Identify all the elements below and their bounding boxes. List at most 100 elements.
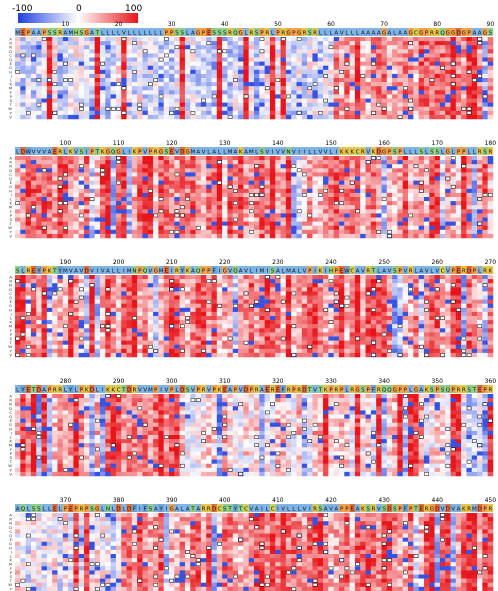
heatmap-cell [30, 90, 37, 95]
heatmap-cell [142, 299, 149, 304]
heatmap-cell [466, 225, 473, 231]
heatmap-cell [169, 188, 175, 194]
heatmap-cell [413, 90, 419, 95]
heatmap-cell [30, 164, 37, 169]
heatmap-cell [36, 176, 42, 181]
heatmap-cell [264, 233, 271, 239]
heatmap-cell [471, 172, 478, 177]
heatmap-cell [392, 82, 398, 87]
sequence-residue-label: S [308, 30, 312, 36]
heatmap-cell [285, 205, 292, 210]
row-label: L [10, 316, 13, 321]
heatmap-cell [301, 213, 308, 218]
sequence-residue-label: P [398, 149, 402, 155]
heatmap-cell [487, 94, 494, 99]
heatmap-cell [131, 78, 138, 83]
heatmap-cell [179, 106, 186, 112]
heatmap-cell [232, 102, 239, 107]
sequence-residue-label: S [16, 268, 20, 274]
row-label: P [10, 213, 13, 218]
heatmap-cell [57, 328, 64, 333]
sequence-residue-cell [163, 147, 170, 155]
heatmap-cell [291, 86, 297, 91]
heatmap-cell [89, 295, 95, 300]
sequence-residue-label: I [314, 268, 316, 274]
heatmap-cell [121, 90, 127, 95]
heatmap-cell [78, 188, 85, 194]
heatmap-cell [429, 233, 435, 239]
heatmap-cell [227, 217, 234, 222]
heatmap-cell [259, 172, 265, 177]
heatmap-cell [344, 172, 350, 177]
row-label: Q [9, 176, 12, 181]
heatmap-cell [333, 233, 340, 239]
heatmap-cell [482, 110, 488, 116]
heatmap-cell [301, 205, 308, 210]
heatmap-cell [275, 90, 281, 95]
heatmap-cell [487, 78, 494, 83]
heatmap-cell [163, 188, 170, 194]
sequence-residue-label: V [228, 268, 232, 274]
heatmap-cell [36, 180, 42, 185]
heatmap-cell [429, 164, 435, 169]
heatmap-cell [190, 106, 196, 112]
heatmap-cell [89, 340, 95, 345]
heatmap-cell [105, 41, 111, 46]
heatmap-cell [413, 94, 419, 99]
heatmap-cell [147, 37, 154, 42]
heatmap-cell [131, 279, 138, 284]
heatmap-cell [121, 279, 127, 284]
heatmap-cell [222, 225, 228, 231]
heatmap-cell [323, 57, 329, 62]
heatmap-cell [307, 192, 313, 198]
heatmap-cell [68, 328, 74, 333]
heatmap-cell [99, 299, 106, 304]
heatmap-cell [317, 221, 324, 226]
heatmap-cell [269, 98, 276, 103]
heatmap-cell [73, 291, 79, 296]
heatmap-cell [94, 180, 101, 185]
heatmap-cell [392, 164, 398, 169]
sequence-residue-label: S [260, 149, 264, 155]
heatmap-cell [68, 225, 74, 231]
heatmap-cell [68, 168, 74, 173]
sequence-residue-label: G [154, 268, 158, 274]
heatmap-cell [147, 98, 154, 103]
heatmap-cell [153, 311, 159, 317]
heatmap-cell [423, 69, 430, 75]
heatmap-cell [78, 344, 85, 350]
heatmap-cell [328, 201, 334, 206]
heatmap-cell [131, 65, 138, 71]
heatmap-cell [121, 53, 127, 58]
sequence-residue-label: R [366, 268, 370, 274]
colorbar-min-label: -100 [12, 4, 33, 14]
heatmap-cell [147, 332, 154, 337]
sequence-residue-cell [392, 266, 398, 274]
heatmap-cell [307, 82, 313, 87]
heatmap-cell [36, 217, 42, 222]
heatmap-cell [392, 45, 398, 50]
heatmap-cell [153, 303, 159, 309]
heatmap-cell [153, 287, 159, 292]
heatmap-cell [57, 291, 64, 296]
sequence-residue-label: M [191, 149, 196, 155]
heatmap-cell [455, 209, 462, 214]
heatmap-cell [439, 160, 446, 165]
heatmap-cell [153, 233, 159, 239]
heatmap-cell [41, 82, 48, 87]
heatmap-cell [73, 172, 79, 177]
wild-type-marker [482, 193, 488, 197]
sequence-residue-cell [184, 266, 191, 274]
heatmap-cell [455, 229, 462, 235]
sequence-residue-cell [439, 28, 446, 36]
heatmap-cell [158, 168, 164, 173]
heatmap-cell [200, 221, 207, 226]
heatmap-cell [392, 229, 398, 235]
heatmap-cell [264, 78, 271, 83]
heatmap-cell [264, 172, 271, 177]
heatmap-cell [121, 94, 127, 99]
heatmap-cell [78, 197, 85, 202]
heatmap-cell [84, 291, 90, 296]
heatmap-cell [291, 110, 297, 116]
heatmap-cell [110, 192, 117, 198]
